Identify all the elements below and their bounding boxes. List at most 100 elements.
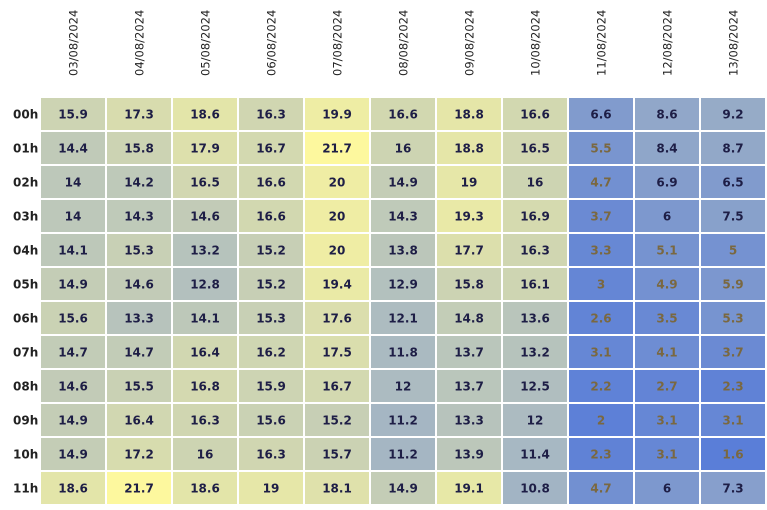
cell	[503, 200, 567, 232]
cell	[41, 98, 105, 130]
cell-value: 21.7	[322, 142, 352, 156]
row-label: 08h	[13, 380, 38, 394]
cell	[305, 200, 369, 232]
cell-value: 14	[65, 176, 82, 190]
cell-value: 19.4	[322, 278, 352, 292]
cell	[701, 336, 765, 368]
cell-value: 13.6	[520, 312, 550, 326]
cell-value: 14.7	[124, 346, 154, 360]
cell	[503, 302, 567, 334]
row-label: 07h	[13, 346, 38, 360]
cell	[503, 166, 567, 198]
cell-value: 14.7	[58, 346, 88, 360]
cell-value: 14	[65, 210, 82, 224]
cell	[305, 404, 369, 436]
cell	[371, 200, 435, 232]
cell-value: 11.4	[520, 448, 550, 462]
cell	[173, 200, 237, 232]
cell	[305, 132, 369, 164]
cell	[107, 98, 171, 130]
cell-value: 19.1	[454, 482, 484, 496]
cell	[569, 166, 633, 198]
cell	[569, 302, 633, 334]
cell-value: 18.8	[454, 108, 484, 122]
cell	[173, 336, 237, 368]
cell-value: 16.6	[388, 108, 418, 122]
cell	[701, 234, 765, 266]
row-label: 04h	[13, 244, 38, 258]
cell	[437, 166, 501, 198]
cell-value: 12	[527, 414, 544, 428]
cell	[437, 200, 501, 232]
column-label: 03/08/2024	[67, 10, 81, 76]
cell	[239, 268, 303, 300]
cell	[701, 370, 765, 402]
cell-value: 6	[663, 210, 671, 224]
cell	[437, 132, 501, 164]
cell-value: 11.2	[388, 448, 418, 462]
cell	[239, 336, 303, 368]
cell	[371, 336, 435, 368]
cell-value: 6.6	[590, 108, 611, 122]
cell	[437, 268, 501, 300]
cell	[569, 234, 633, 266]
cell	[41, 166, 105, 198]
cell	[569, 268, 633, 300]
cell	[305, 268, 369, 300]
cell	[41, 200, 105, 232]
cell-value: 17.2	[124, 448, 154, 462]
cell	[173, 438, 237, 470]
row-label: 01h	[13, 142, 38, 156]
cell-value: 16.1	[520, 278, 550, 292]
cell-value: 18.1	[322, 482, 352, 496]
cell-value: 6.9	[656, 176, 677, 190]
cell	[437, 472, 501, 504]
cell	[107, 404, 171, 436]
cell-value: 15.2	[256, 278, 286, 292]
cell-value: 17.7	[454, 244, 484, 258]
cell	[569, 404, 633, 436]
cell-value: 3.1	[656, 414, 677, 428]
row-label: 03h	[13, 210, 38, 224]
row-label: 10h	[13, 448, 38, 462]
cell-value: 15.5	[124, 380, 154, 394]
cell-value: 16.3	[190, 414, 220, 428]
cell	[239, 200, 303, 232]
cell	[107, 166, 171, 198]
cell	[173, 98, 237, 130]
cell-value: 16.4	[190, 346, 220, 360]
cell-value: 14.3	[388, 210, 418, 224]
cell	[701, 438, 765, 470]
cell	[305, 166, 369, 198]
cell	[437, 404, 501, 436]
cell	[371, 404, 435, 436]
cell	[635, 132, 699, 164]
cell-value: 9.2	[722, 108, 743, 122]
cell-value: 15.6	[58, 312, 88, 326]
cell-value: 15.2	[322, 414, 352, 428]
cell	[41, 132, 105, 164]
cell-value: 16.6	[256, 210, 286, 224]
cell-value: 13.3	[124, 312, 154, 326]
cell-value: 15.7	[322, 448, 352, 462]
cell	[239, 370, 303, 402]
cell-value: 12.5	[520, 380, 550, 394]
cell	[41, 336, 105, 368]
cell	[305, 336, 369, 368]
cell	[503, 404, 567, 436]
cell-value: 16.9	[520, 210, 550, 224]
cell	[437, 302, 501, 334]
cell-value: 16.6	[520, 108, 550, 122]
cell-value: 16.7	[322, 380, 352, 394]
cell	[701, 166, 765, 198]
cell	[701, 302, 765, 334]
cell	[371, 268, 435, 300]
cell	[107, 268, 171, 300]
cell-value: 21.7	[124, 482, 154, 496]
cell-value: 16.6	[256, 176, 286, 190]
cell-value: 3.1	[656, 448, 677, 462]
column-label: 05/08/2024	[199, 10, 213, 76]
cell-value: 19	[461, 176, 478, 190]
cell-value: 2.7	[656, 380, 677, 394]
cell-value: 8.4	[656, 142, 677, 156]
